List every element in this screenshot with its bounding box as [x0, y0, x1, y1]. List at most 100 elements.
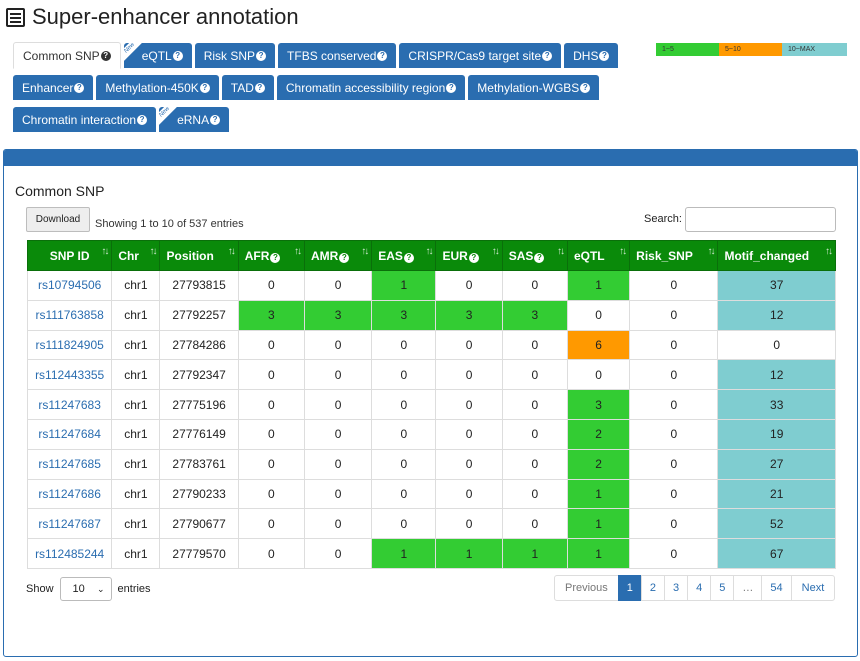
column-header-eas[interactable]: EAS? ↑↓ [371, 240, 437, 271]
column-header-position[interactable]: Position ↑↓ [159, 240, 239, 271]
tab-risk-snp[interactable]: Risk SNP? [194, 43, 276, 68]
page-4[interactable]: 4 [687, 575, 712, 601]
sort-icon: ↑↓ [149, 246, 157, 257]
previous-page-button[interactable]: Previous [554, 575, 619, 601]
help-icon[interactable]: ? [446, 82, 457, 93]
tab-methylation-wgbs[interactable]: Methylation-WGBS? [468, 75, 600, 100]
entries-select[interactable]: 10 ⌄ [59, 577, 112, 601]
tab-chromatin-accessibility-region[interactable]: Chromatin accessibility region? [276, 75, 466, 100]
tab-label: Common SNP [23, 48, 100, 63]
table-cell: 0 [237, 270, 306, 301]
sort-icon: ↑↓ [101, 246, 109, 257]
help-icon[interactable]: ? [137, 114, 148, 125]
sort-icon: ↑↓ [361, 246, 369, 257]
table-cell: 1 [435, 538, 503, 569]
table-cell: 27 [717, 448, 836, 480]
tab-label: TAD [230, 80, 254, 95]
column-header-snp-id[interactable]: SNP ID ↑↓ [26, 240, 113, 271]
snp-link[interactable]: rs111763858 [26, 299, 113, 331]
table-cell: chr1 [111, 299, 161, 331]
help-icon[interactable]: ? [210, 114, 221, 125]
table-cell: chr1 [111, 389, 161, 420]
table-cell: 1 [566, 478, 631, 510]
column-header-eqtl[interactable]: eQTL ↑↓ [566, 240, 631, 271]
table-cell: 0 [435, 448, 503, 480]
table-cell: 12 [717, 359, 836, 391]
table-cell: 2 [566, 418, 631, 450]
tab-eqtl[interactable]: New eQTL? [123, 43, 192, 68]
column-header-risk-snp[interactable]: Risk_SNP ↑↓ [629, 240, 719, 271]
tab-methylation-450k[interactable]: Methylation-450K? [96, 75, 219, 100]
tab-crispr-cas9-target-site[interactable]: CRISPR/Cas9 target site? [399, 43, 562, 68]
help-icon[interactable]: ? [599, 50, 610, 61]
table-row: rs11247685 chr1 27783761 0 0 0 0 0 2 0 27 [26, 448, 836, 480]
table-cell: 0 [629, 448, 719, 480]
tab-tad[interactable]: TAD? [221, 75, 274, 100]
page-3[interactable]: 3 [664, 575, 689, 601]
panel-header [4, 150, 857, 166]
table-cell: 27779570 [159, 538, 239, 569]
page-2[interactable]: 2 [640, 575, 666, 601]
help-icon[interactable]: ? [172, 50, 183, 61]
snp-link[interactable]: rs11247687 [26, 508, 113, 540]
results-panel: Common SNP Download Showing 1 to 10 of 5… [3, 149, 858, 657]
column-header-eur[interactable]: EUR? ↑↓ [435, 240, 503, 271]
list-icon [6, 7, 25, 27]
table-cell: 0 [629, 329, 719, 361]
help-icon[interactable]: ? [403, 252, 414, 263]
tab-label: Chromatin accessibility region [285, 80, 446, 95]
tab-chromatin-interaction[interactable]: Chromatin interaction? [13, 107, 157, 132]
table-cell: 1 [566, 508, 631, 540]
table-cell: 0 [629, 299, 719, 331]
help-icon[interactable]: ? [542, 50, 553, 61]
download-button[interactable]: Download [26, 207, 90, 232]
snp-link[interactable]: rs11247685 [26, 448, 113, 480]
help-icon[interactable]: ? [580, 82, 591, 93]
column-header-sas[interactable]: SAS? ↑↓ [501, 240, 568, 271]
help-icon[interactable]: ? [254, 82, 265, 93]
tab-erna[interactable]: New eRNA? [159, 107, 230, 132]
table-cell: 0 [435, 270, 503, 301]
search-input[interactable] [685, 207, 836, 232]
snp-link[interactable]: rs11247683 [26, 389, 113, 420]
help-icon[interactable]: ? [256, 50, 267, 61]
table-cell: 3 [237, 299, 306, 331]
page-1[interactable]: 1 [617, 575, 642, 601]
column-header-chr[interactable]: Chr ↑↓ [111, 240, 161, 271]
table-cell: 0 [303, 538, 373, 569]
column-header-motif-changed[interactable]: Motif_changed ↑↓ [717, 240, 836, 271]
tab-enhancer[interactable]: Enhancer? [13, 75, 94, 100]
table-cell: 3 [371, 299, 437, 331]
snp-link[interactable]: rs11247686 [26, 478, 113, 510]
table-cell: 27790677 [159, 508, 239, 540]
help-icon[interactable]: ? [377, 50, 388, 61]
tab-dhs[interactable]: DHS? [564, 43, 619, 68]
column-header-label: eQTL [573, 248, 605, 263]
page-54[interactable]: 54 [761, 575, 792, 601]
help-icon[interactable]: ? [270, 252, 281, 263]
column-header-amr[interactable]: AMR? ↑↓ [303, 240, 373, 271]
table-cell: 12 [717, 299, 836, 331]
table-cell: 0 [501, 508, 568, 540]
table-row: rs10794506 chr1 27793815 0 0 1 0 0 1 0 37 [26, 270, 836, 301]
snp-link[interactable]: rs112485244 [26, 538, 113, 569]
next-page-button[interactable]: Next [790, 575, 836, 601]
tab-common-snp[interactable]: Common SNP? [13, 42, 121, 69]
table-cell: 0 [303, 418, 373, 450]
snp-link[interactable]: rs10794506 [26, 270, 113, 301]
snp-link[interactable]: rs112443355 [26, 359, 113, 391]
table-cell: 0 [501, 478, 568, 510]
snp-link[interactable]: rs111824905 [26, 329, 113, 361]
help-icon[interactable]: ? [100, 50, 111, 61]
column-header-afr[interactable]: AFR? ↑↓ [237, 240, 306, 271]
page-ellipsis: … [733, 575, 763, 601]
page-5[interactable]: 5 [710, 575, 735, 601]
help-icon[interactable]: ? [199, 82, 210, 93]
snp-link[interactable]: rs11247684 [26, 418, 113, 450]
help-icon[interactable]: ? [74, 82, 85, 93]
table-cell: 0 [371, 329, 437, 361]
help-icon[interactable]: ? [468, 252, 479, 263]
help-icon[interactable]: ? [339, 252, 350, 263]
help-icon[interactable]: ? [534, 252, 545, 263]
tab-tfbs-conserved[interactable]: TFBS conserved? [278, 43, 397, 68]
